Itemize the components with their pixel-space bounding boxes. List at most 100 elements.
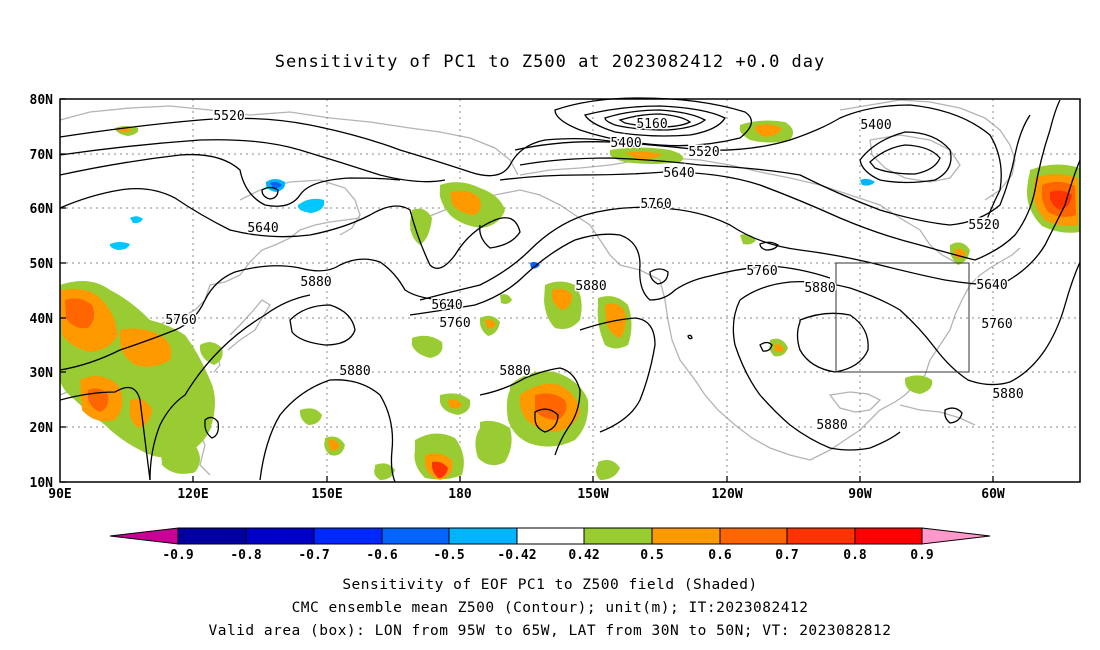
lat-label: 20N [30, 421, 54, 436]
colorbar-label: -0.42 [497, 548, 536, 563]
contour-label: 5520 [968, 218, 999, 233]
sensitivity-shading [60, 120, 1080, 480]
colorbar: -0.9 -0.8 -0.7 -0.6 -0.5 -0.42 0.42 0.5 … [109, 527, 991, 563]
lat-label: 70N [30, 148, 54, 163]
contour-label: 5760 [439, 316, 470, 331]
contour-5520-b [59, 139, 446, 183]
contour-5880-east-b [732, 299, 901, 451]
contour-5760-a [419, 159, 1081, 301]
lon-label: 120W [711, 487, 742, 502]
colorbar-label: -0.7 [298, 548, 329, 563]
figure-title: Sensitivity of PC1 to Z500 at 2023082412… [275, 52, 826, 72]
contour-label: 5880 [992, 387, 1023, 402]
contour-5640-east [499, 171, 976, 261]
colorbar-label: 0.5 [640, 548, 663, 563]
colorbar-label: 0.8 [843, 548, 867, 563]
contour-5880-b [149, 294, 311, 481]
lon-label: 120E [177, 487, 208, 502]
colorbar-swatch [719, 527, 788, 545]
contour-closed-c [759, 241, 779, 251]
contour-label: 5760 [746, 264, 777, 279]
colorbar-label: 0.42 [568, 548, 599, 563]
lat-label: 10N [30, 476, 54, 491]
lat-label: 40N [30, 312, 54, 327]
contour-5520-east [519, 114, 1031, 226]
colorbar-swatch [651, 527, 721, 545]
colorbar-label: -0.8 [230, 548, 261, 563]
valid-area-box [835, 262, 970, 373]
contour-label: 5880 [339, 364, 370, 379]
east-coast-na [809, 247, 1021, 461]
contour-label: 5880 [804, 281, 835, 296]
contour-label: 5880 [300, 275, 331, 290]
contour-5640-a [59, 187, 521, 269]
contour-label: 5400 [860, 118, 891, 133]
contour-label: 5760 [165, 313, 196, 328]
caption-valid-area: Valid area (box): LON from 95W to 65W, L… [208, 623, 891, 639]
contour-label: 5760 [640, 197, 671, 212]
lon-label: 150W [577, 487, 608, 502]
contour-5760-b [409, 233, 831, 316]
contour-closed-d [204, 416, 220, 439]
contour-5880-closed-b [796, 312, 869, 373]
contour-5520-west [59, 117, 641, 177]
contour-closed-e [534, 408, 559, 433]
colorbar-label: 0.9 [910, 548, 933, 563]
contour-label: 5520 [213, 109, 244, 124]
contour-closed-b [649, 268, 669, 285]
contour-5880-c [259, 379, 396, 483]
colorbar-swatch [177, 527, 247, 545]
colorbar-label: 0.7 [775, 548, 798, 563]
contour-closed-f [759, 341, 773, 352]
contour-5880-west [59, 386, 151, 481]
contour-5160-core [618, 113, 692, 128]
contour-5520-c [59, 153, 401, 207]
contour-closed-a [261, 186, 279, 200]
lon-label: 150E [311, 487, 342, 502]
contour-5880-d [479, 367, 581, 456]
lon-labels: 90E 120E 150E 180 150W 120W 90W 60W [48, 487, 1005, 502]
map-panel: 5520 5160 5400 5520 5400 5640 5760 5640 … [30, 93, 1081, 502]
lon-label: 60W [981, 487, 1005, 502]
contour-5160-inner [604, 109, 707, 131]
contour-label: 5640 [431, 298, 462, 313]
lat-label: 60N [30, 202, 54, 217]
contour-label: 5160 [636, 117, 667, 132]
contour-label: 5640 [663, 166, 694, 181]
contour-5400-a [514, 104, 1002, 226]
gulf-of-mexico [828, 391, 882, 413]
contour-5400-closed [859, 131, 952, 184]
caption-contour: CMC ensemble mean Z500 (Contour); unit(m… [292, 600, 809, 616]
lat-label: 80N [30, 93, 54, 108]
contour-label: 5880 [575, 279, 606, 294]
baffin-island [869, 134, 961, 183]
colorbar-arrow-low [109, 527, 179, 545]
contour-label: 5520 [688, 145, 719, 160]
colorbar-label: -0.6 [366, 548, 397, 563]
lat-label: 30N [30, 366, 54, 381]
lon-label: 90E [48, 487, 71, 502]
lat-label: 50N [30, 257, 54, 272]
contour-label: 5760 [981, 317, 1012, 332]
contour-label: 5400 [610, 136, 641, 151]
contour-5160-mid [584, 105, 726, 137]
lon-label: 180 [448, 487, 472, 502]
colorbar-swatch [786, 527, 856, 545]
contour-label: 5640 [976, 278, 1007, 293]
colorbar-arrow-high [921, 527, 991, 545]
map-border [59, 98, 1081, 483]
lat-labels: 80N 70N 60N 50N 40N 30N 20N 10N [30, 93, 54, 491]
colorbar-swatch [854, 527, 923, 545]
colorbar-label: 0.6 [708, 548, 732, 563]
contour-label: 5640 [247, 221, 278, 236]
contour-closed-g [944, 407, 963, 424]
contour-5880-closed-a [289, 304, 356, 346]
colorbar-label: -0.5 [433, 548, 464, 563]
canada-arctic [519, 157, 921, 231]
contour-5880-e [579, 317, 656, 433]
contour-5400-closed-inner [869, 144, 941, 175]
contour-5160-outer [554, 97, 752, 147]
colorbar-label: -0.9 [162, 548, 193, 563]
west-coast-na [659, 279, 811, 461]
